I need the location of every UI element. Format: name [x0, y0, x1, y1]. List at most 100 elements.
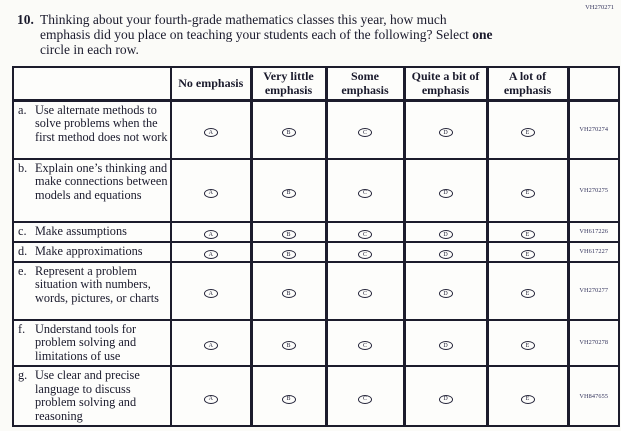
answer-cell: E: [485, 157, 569, 223]
row-letter: e.: [18, 263, 27, 278]
answer-cell: C: [324, 318, 405, 368]
answer-oval[interactable]: C: [358, 341, 372, 351]
row-statement: Use clear and precise language to discus…: [35, 368, 140, 423]
question-line-2: emphasis did you place on teaching your …: [40, 27, 493, 43]
answer-cell: D: [402, 220, 488, 243]
question-number: 10.: [17, 12, 34, 27]
row-statement: Use alternate methods to solve problems …: [35, 102, 168, 144]
table-row-e: e. Represent a problem situation with num…: [12, 260, 620, 321]
answer-oval[interactable]: B: [281, 230, 296, 240]
statement-cell: g. Use clear and precise language to disc…: [12, 365, 172, 428]
answer-cell: B: [249, 260, 327, 321]
answer-cell: D: [402, 260, 488, 321]
answer-oval[interactable]: E: [520, 341, 535, 351]
row-statement: Make approximations: [35, 243, 143, 258]
question-line-3: circle in each row.: [40, 42, 139, 58]
header-row: No emphasis Very little emphasis Some em…: [12, 66, 620, 102]
row-letter: d.: [18, 243, 28, 258]
column-header-a-lot: A lot of emphasis: [485, 66, 569, 102]
answer-oval[interactable]: D: [438, 289, 453, 299]
answer-oval[interactable]: B: [281, 188, 296, 198]
row-statement: Make assumptions: [35, 223, 127, 238]
table-row-f: f. Understand tools for problem solving a…: [12, 318, 620, 368]
answer-oval[interactable]: E: [520, 128, 535, 138]
answer-oval[interactable]: B: [281, 250, 296, 260]
answer-oval[interactable]: E: [520, 230, 535, 240]
answer-oval[interactable]: B: [281, 341, 296, 351]
row-code: VH847655: [566, 365, 620, 428]
answer-cell: C: [324, 260, 405, 321]
table-row-b: b. Explain one’s thinking and make connec…: [12, 157, 620, 223]
answer-oval[interactable]: D: [438, 341, 453, 351]
answer-oval[interactable]: A: [203, 250, 218, 260]
answer-cell: D: [402, 99, 488, 160]
answer-oval[interactable]: E: [520, 188, 535, 198]
row-statement: Explain one’s thinking and make connecti…: [35, 160, 168, 202]
table-row-a: a. Use alternate methods to solve problem…: [12, 99, 620, 160]
answer-oval[interactable]: C: [358, 250, 372, 260]
column-header-quite-a-bit: Quite a bit of emphasis: [402, 66, 488, 102]
question-text: Thinking about your fourth-grade mathema…: [40, 12, 493, 57]
answer-cell: B: [249, 240, 327, 263]
answer-oval[interactable]: C: [358, 230, 372, 240]
answer-oval[interactable]: B: [281, 394, 296, 404]
answer-cell: D: [402, 157, 488, 223]
answer-cell: D: [402, 318, 488, 368]
answer-cell: C: [324, 220, 405, 243]
answer-oval[interactable]: D: [438, 250, 453, 260]
table-row-d: d. Make approximations A B C D E VH617227: [12, 240, 620, 263]
answer-cell: E: [485, 240, 569, 263]
answer-oval[interactable]: D: [438, 128, 453, 138]
answer-oval[interactable]: E: [520, 394, 535, 404]
answer-cell: E: [485, 220, 569, 243]
answer-oval[interactable]: C: [358, 394, 372, 404]
row-code: VH270278: [566, 318, 620, 368]
row-letter: f.: [18, 321, 26, 336]
statement-header-empty: [12, 66, 172, 102]
answer-oval[interactable]: A: [203, 128, 218, 138]
answer-oval[interactable]: B: [281, 128, 296, 138]
statement-cell: f. Understand tools for problem solving a…: [12, 318, 172, 368]
answer-cell: A: [170, 99, 252, 160]
answer-cell: D: [402, 240, 488, 263]
answer-oval[interactable]: E: [520, 289, 535, 299]
row-letter: c.: [18, 223, 27, 238]
answer-oval[interactable]: D: [438, 230, 453, 240]
answer-oval[interactable]: C: [358, 289, 372, 299]
column-header-no-emphasis: No emphasis: [170, 66, 252, 102]
answer-cell: B: [249, 318, 327, 368]
answer-cell: B: [249, 157, 327, 223]
row-code: VH270274: [566, 99, 620, 160]
answer-oval[interactable]: A: [203, 188, 218, 198]
row-code: VH617227: [566, 240, 620, 263]
statement-cell: a. Use alternate methods to solve problem…: [12, 99, 172, 160]
answer-cell: C: [324, 240, 405, 263]
statement-cell: b. Explain one’s thinking and make connec…: [12, 157, 172, 223]
answer-cell: A: [170, 220, 252, 243]
answer-oval[interactable]: D: [438, 394, 453, 404]
answer-oval[interactable]: A: [203, 341, 218, 351]
answer-cell: B: [249, 99, 327, 160]
statement-cell: d. Make approximations: [12, 240, 172, 263]
answer-cell: C: [324, 157, 405, 223]
question-block: 10. Thinking about your fourth-grade mat…: [0, 0, 621, 57]
question-line-1: Thinking about your fourth-grade mathema…: [40, 12, 447, 27]
question-bold-word: one: [472, 27, 493, 43]
answer-oval[interactable]: A: [203, 230, 218, 240]
answer-oval[interactable]: C: [358, 128, 372, 138]
emphasis-response-grid: No emphasis Very little emphasis Some em…: [12, 66, 620, 428]
answer-cell: D: [402, 365, 488, 428]
answer-oval[interactable]: A: [203, 289, 218, 299]
row-letter: a.: [18, 102, 27, 117]
answer-cell: E: [485, 99, 569, 160]
answer-oval[interactable]: E: [520, 250, 535, 260]
row-statement: Understand tools for problem solving and…: [35, 321, 137, 363]
code-header-empty: [566, 66, 620, 102]
answer-oval[interactable]: C: [358, 188, 372, 198]
column-header-very-little: Very little emphasis: [249, 66, 327, 102]
answer-oval[interactable]: B: [281, 289, 296, 299]
answer-oval[interactable]: A: [203, 394, 218, 404]
answer-oval[interactable]: D: [438, 188, 453, 198]
statement-cell: e. Represent a problem situation with num…: [12, 260, 172, 321]
statement-cell: c. Make assumptions: [12, 220, 172, 243]
